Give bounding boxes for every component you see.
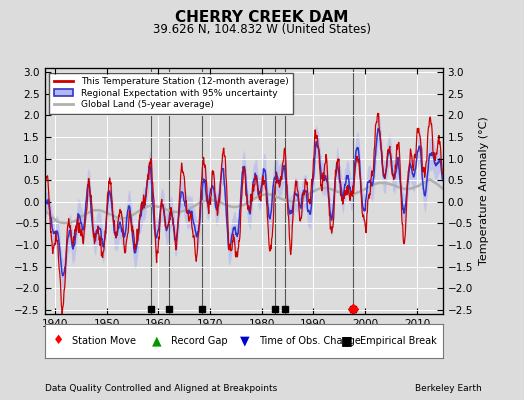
Text: Empirical Break: Empirical Break [361,336,437,346]
Text: ▼: ▼ [239,334,249,348]
Legend: This Temperature Station (12-month average), Regional Expectation with 95% uncer: This Temperature Station (12-month avera… [49,72,293,114]
Text: ♦: ♦ [52,334,64,348]
Text: Station Move: Station Move [72,336,136,346]
Text: ▲: ▲ [152,334,162,348]
Text: Berkeley Earth: Berkeley Earth [416,384,482,393]
Y-axis label: Temperature Anomaly (°C): Temperature Anomaly (°C) [478,117,488,265]
Text: 39.626 N, 104.832 W (United States): 39.626 N, 104.832 W (United States) [153,24,371,36]
Text: ■: ■ [341,334,353,348]
Text: Time of Obs. Change: Time of Obs. Change [259,336,361,346]
Text: CHERRY CREEK DAM: CHERRY CREEK DAM [176,10,348,26]
Text: Data Quality Controlled and Aligned at Breakpoints: Data Quality Controlled and Aligned at B… [45,384,277,393]
Text: Record Gap: Record Gap [171,336,228,346]
